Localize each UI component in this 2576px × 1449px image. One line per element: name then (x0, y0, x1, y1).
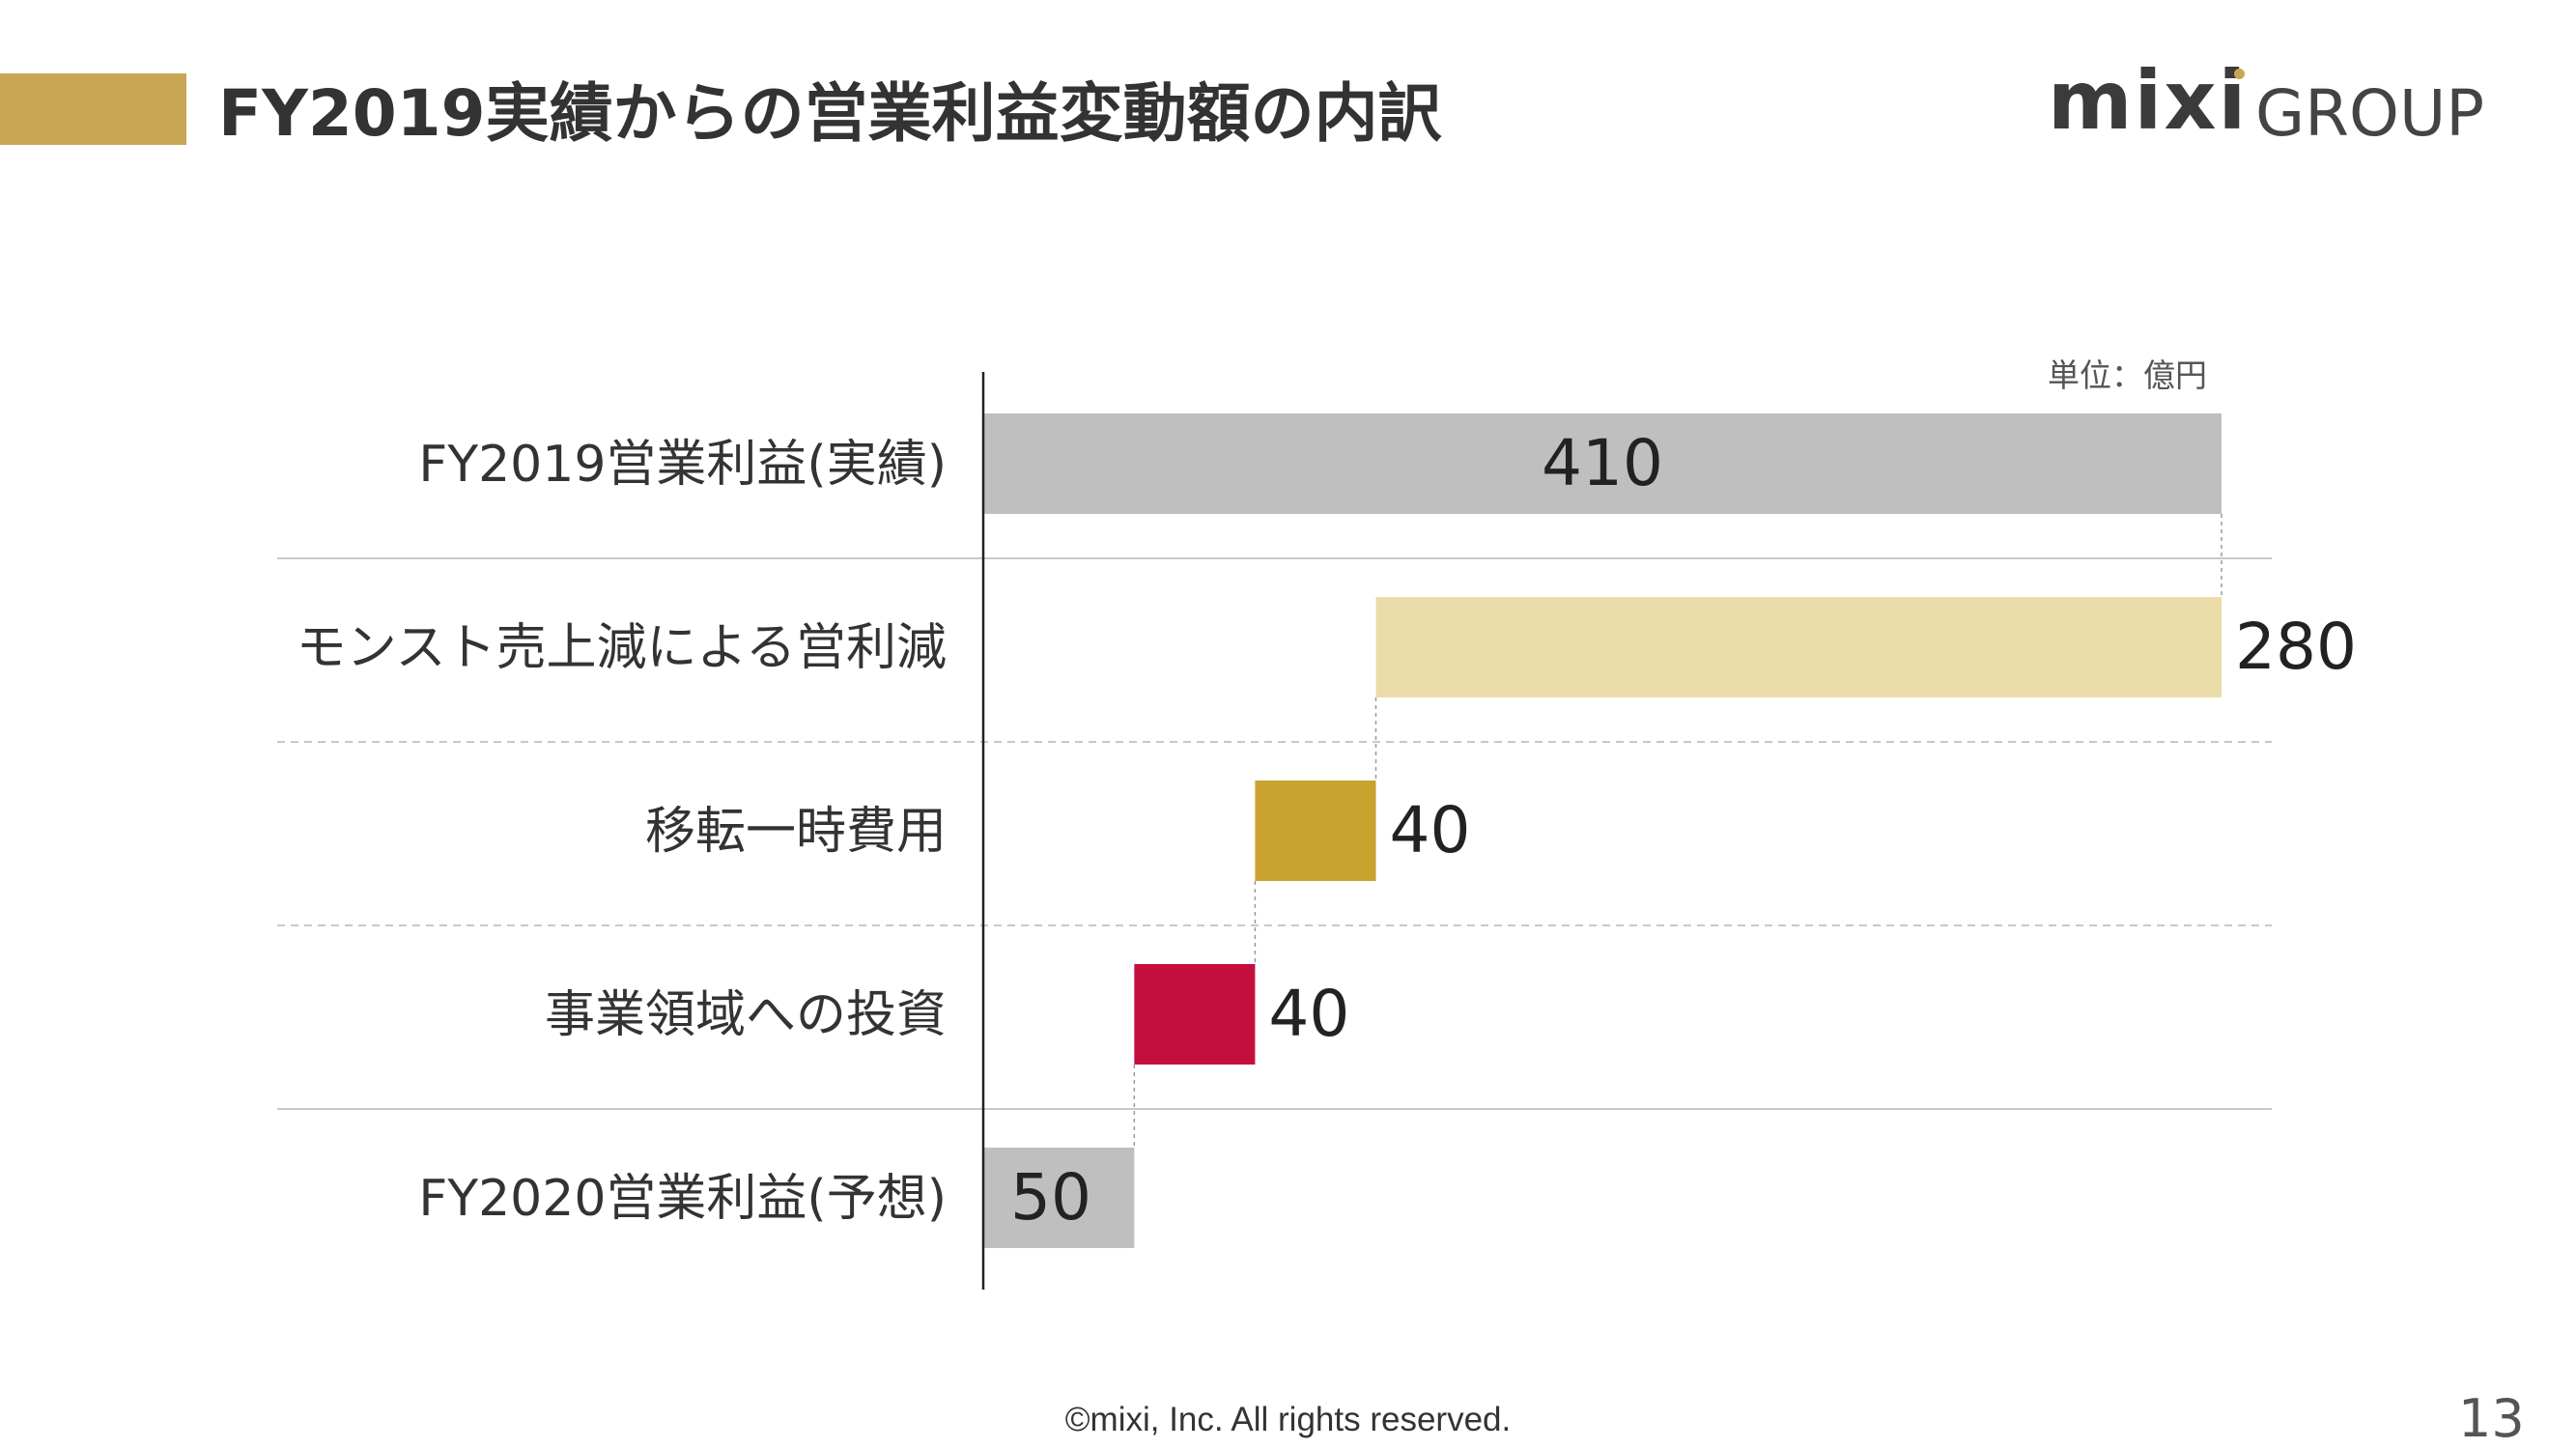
logo-mixi-text: mixi (2048, 53, 2249, 148)
value-label: 40 (1389, 793, 1470, 867)
unit-label: 単位：億円 (2048, 356, 2207, 394)
bar (1375, 597, 2222, 697)
category-label: 事業領域への投資 (545, 986, 947, 1044)
bar (983, 1148, 1135, 1248)
category-label: モンスト売上減による営利減 (297, 619, 947, 677)
slide-title: FY2019実績からの営業利益変動額の内訳 (218, 76, 1442, 151)
category-label: FY2020営業利益(予想) (418, 1170, 947, 1228)
value-label: 40 (1268, 977, 1349, 1051)
logo-group-text: GROUP (2255, 76, 2485, 151)
category-label: FY2019営業利益(実績) (418, 436, 947, 494)
bar (983, 413, 2222, 514)
value-label: 280 (2235, 610, 2357, 684)
value-label: 50 (1010, 1160, 1091, 1235)
title-accent-bar (0, 73, 186, 145)
page-number: 13 (2458, 1388, 2525, 1449)
bar (1255, 781, 1376, 881)
bar (1134, 964, 1256, 1065)
category-label: 移転一時費用 (645, 803, 947, 861)
logo-dot (2234, 69, 2245, 79)
copyright-footer: ©mixi, Inc. All rights reserved. (1064, 1401, 1512, 1438)
value-label: 410 (1542, 426, 1663, 500)
